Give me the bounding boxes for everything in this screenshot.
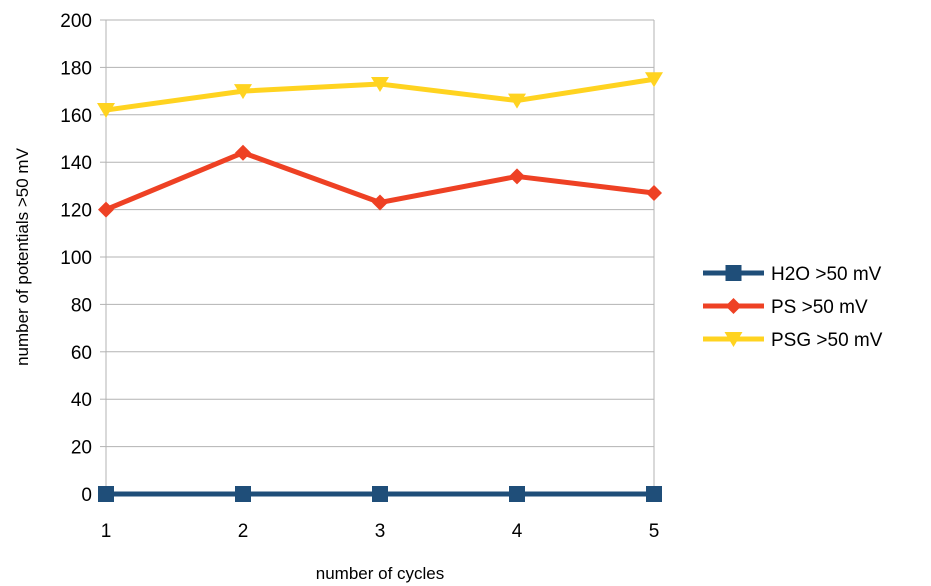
x-tick-label: 5 <box>649 521 660 542</box>
x-tick-label: 2 <box>238 521 249 542</box>
data-point-h2o-50-mv <box>372 486 388 502</box>
y-tick-label: 200 <box>60 11 92 32</box>
data-point-psg-50-mv <box>645 72 663 88</box>
y-tick-label: 120 <box>60 201 92 222</box>
data-point-h2o-50-mv <box>646 486 662 502</box>
legend-marker-ps-50-mv <box>725 298 742 314</box>
y-axis-title: number of potentials >50 mV <box>13 147 32 365</box>
x-axis-title: number of cycles <box>316 564 445 583</box>
data-point-ps-50-mv <box>235 144 251 161</box>
data-point-h2o-50-mv <box>235 486 251 502</box>
data-point-psg-50-mv <box>234 84 252 100</box>
data-point-ps-50-mv <box>372 194 388 211</box>
y-tick-label: 60 <box>71 343 92 364</box>
data-point-psg-50-mv <box>97 103 115 119</box>
legend: H2O >50 mV PS >50 mV PSG >50 mV <box>703 264 883 351</box>
y-tick-label: 140 <box>60 153 92 174</box>
legend-marker-h2o-50-mv <box>725 265 742 281</box>
gridlines <box>105 19 655 495</box>
y-tick-label: 180 <box>60 58 92 79</box>
y-tick-label: 100 <box>60 248 92 269</box>
data-point-h2o-50-mv <box>98 486 114 502</box>
y-axis-ticks: 0 20 40 60 80 100 120 140 160 180 200 <box>60 11 106 506</box>
y-tick-label: 80 <box>71 295 92 316</box>
data-point-ps-50-mv <box>509 168 525 185</box>
legend-label-h2o-50-mv: H2O >50 mV <box>771 264 882 285</box>
legend-label-psg-50-mv: PSG >50 mV <box>771 330 883 351</box>
legend-label-ps-50-mv: PS >50 mV <box>771 297 868 318</box>
legend-marker-psg-50-mv <box>724 332 743 347</box>
x-tick-label: 4 <box>512 521 523 542</box>
plot-area <box>97 72 663 502</box>
data-point-h2o-50-mv <box>509 486 525 502</box>
data-point-psg-50-mv <box>508 93 526 109</box>
x-tick-label: 3 <box>375 521 386 542</box>
data-point-ps-50-mv <box>646 185 662 202</box>
y-tick-label: 20 <box>71 438 92 459</box>
x-tick-label: 1 <box>101 521 112 542</box>
data-point-psg-50-mv <box>371 76 389 92</box>
y-tick-label: 0 <box>81 485 92 506</box>
y-tick-label: 40 <box>71 390 92 411</box>
y-tick-label: 160 <box>60 106 92 127</box>
data-point-ps-50-mv <box>98 201 114 218</box>
